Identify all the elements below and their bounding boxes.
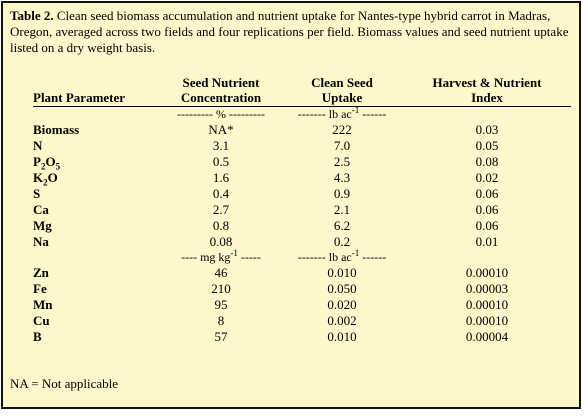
- unit-lb-ac: ------- lb ac-1 ------: [297, 105, 387, 122]
- parameter-cell: K2O: [33, 170, 58, 188]
- table-row: K2O 1.6 4.3 0.02: [33, 170, 571, 188]
- unit-row-macro: --------- % --------- ------- lb ac-1 --…: [33, 105, 571, 122]
- header-rule: [33, 106, 571, 107]
- caption-label: Table 2.: [10, 8, 54, 23]
- concentration-cell: 1.6: [212, 170, 230, 185]
- index-cell: 0.03: [475, 122, 499, 137]
- uptake-cell: 0.002: [327, 313, 357, 328]
- data-table: Plant Parameter Seed Nutrient Concentrat…: [33, 75, 571, 345]
- uptake-cell: 2.1: [333, 202, 351, 217]
- parameter-cell: Fe: [33, 281, 47, 296]
- parameter-cell: Cu: [33, 313, 50, 328]
- table-row: Cu 8 0.002 0.00010: [33, 313, 571, 329]
- header-col3-line2: Uptake: [321, 90, 363, 105]
- parameter-cell: Ca: [33, 202, 49, 217]
- concentration-cell: 57: [214, 329, 228, 344]
- parameter-cell: N: [33, 138, 43, 153]
- header-col2-line1: Seed Nutrient: [182, 75, 260, 90]
- uptake-cell: 0.010: [327, 329, 357, 344]
- table-row: B 57 0.010 0.00004: [33, 329, 571, 345]
- header-col4-line1: Harvest & Nutrient: [432, 75, 542, 90]
- index-cell: 0.01: [475, 234, 499, 249]
- caption-text: Clean seed biomass accumulation and nutr…: [10, 8, 569, 55]
- index-cell: 0.06: [475, 218, 499, 233]
- uptake-cell: 6.2: [333, 218, 351, 233]
- header-col3-line1: Clean Seed: [311, 75, 373, 90]
- index-cell: 0.00004: [465, 329, 509, 344]
- header-harvest-nutrient-index: Harvest & Nutrient Index: [403, 75, 571, 107]
- parameter-cell: Zn: [33, 265, 49, 280]
- concentration-cell: 0.5: [212, 154, 230, 169]
- table-row: Zn 46 0.010 0.00010: [33, 265, 571, 281]
- concentration-cell: 210: [211, 281, 231, 296]
- index-cell: 0.06: [475, 186, 499, 201]
- table-row: S 0.4 0.9 0.06: [33, 186, 571, 202]
- uptake-cell: 4.3: [333, 170, 351, 185]
- index-cell: 0.00003: [465, 281, 509, 296]
- header-plant-parameter: Plant Parameter: [33, 90, 126, 105]
- uptake-cell: 222: [332, 122, 352, 137]
- header-col2-line2: Concentration: [180, 90, 262, 105]
- uptake-cell: 0.9: [333, 186, 351, 201]
- unit-row-micro: ---- mg kg-1 ----- ------- lb ac-1 ------: [33, 248, 571, 265]
- parameter-cell: Biomass: [33, 122, 80, 137]
- concentration-cell: NA*: [208, 122, 234, 137]
- uptake-cell: 7.0: [333, 138, 351, 153]
- index-cell: 0.02: [475, 170, 499, 185]
- header-col4-line2: Index: [471, 90, 503, 105]
- uptake-cell: 0.020: [327, 297, 357, 312]
- unit-mg-kg: ---- mg kg-1 -----: [181, 248, 261, 265]
- uptake-cell: 2.5: [333, 154, 351, 169]
- parameter-cell: S: [33, 186, 41, 201]
- uptake-cell: 0.010: [327, 265, 357, 280]
- concentration-cell: 2.7: [212, 202, 230, 217]
- concentration-cell: 0.8: [212, 218, 230, 233]
- footnote: NA = Not applicable: [10, 376, 119, 391]
- concentration-cell: 46: [214, 265, 228, 280]
- table-row: P2O5 0.5 2.5 0.08: [33, 154, 571, 172]
- index-cell: 0.08: [475, 154, 499, 169]
- table-caption: Table 2. Clean seed biomass accumulation…: [10, 8, 576, 56]
- parameter-cell: Mn: [33, 297, 53, 312]
- concentration-cell: 3.1: [212, 138, 230, 153]
- table-row: Biomass NA* 222 0.03: [33, 122, 571, 138]
- parameter-cell: P2O5: [33, 154, 61, 172]
- table-row: N 3.1 7.0 0.05: [33, 138, 571, 154]
- index-cell: 0.06: [475, 202, 499, 217]
- index-cell: 0.00010: [465, 297, 509, 312]
- concentration-cell: 0.4: [212, 186, 230, 201]
- parameter-cell: Na: [33, 234, 49, 249]
- concentration-cell: 8: [217, 313, 225, 328]
- uptake-cell: 0.050: [327, 281, 357, 296]
- concentration-cell: 95: [214, 297, 228, 312]
- unit-lb-ac-micro: ------- lb ac-1 ------: [297, 248, 387, 265]
- table-row: Ca 2.7 2.1 0.06: [33, 202, 571, 218]
- parameter-cell: Mg: [33, 218, 52, 233]
- header-seed-nutrient-concentration: Seed Nutrient Concentration: [161, 75, 281, 107]
- index-cell: 0.05: [475, 138, 499, 153]
- index-cell: 0.00010: [465, 313, 509, 328]
- unit-percent: --------- % ---------: [177, 107, 265, 121]
- table-row: Fe 210 0.050 0.00003: [33, 281, 571, 297]
- index-cell: 0.00010: [465, 265, 509, 280]
- table-frame: Table 2. Clean seed biomass accumulation…: [1, 1, 581, 409]
- table-row: Na 0.08 0.2 0.01: [33, 234, 571, 250]
- table-row: Mg 0.8 6.2 0.06: [33, 218, 571, 234]
- header-row: Plant Parameter Seed Nutrient Concentrat…: [33, 75, 571, 107]
- table-row: Mn 95 0.020 0.00010: [33, 297, 571, 313]
- uptake-cell: 0.2: [333, 234, 351, 249]
- parameter-cell: B: [33, 329, 42, 344]
- header-clean-seed-uptake: Clean Seed Uptake: [281, 75, 403, 107]
- concentration-cell: 0.08: [209, 234, 233, 249]
